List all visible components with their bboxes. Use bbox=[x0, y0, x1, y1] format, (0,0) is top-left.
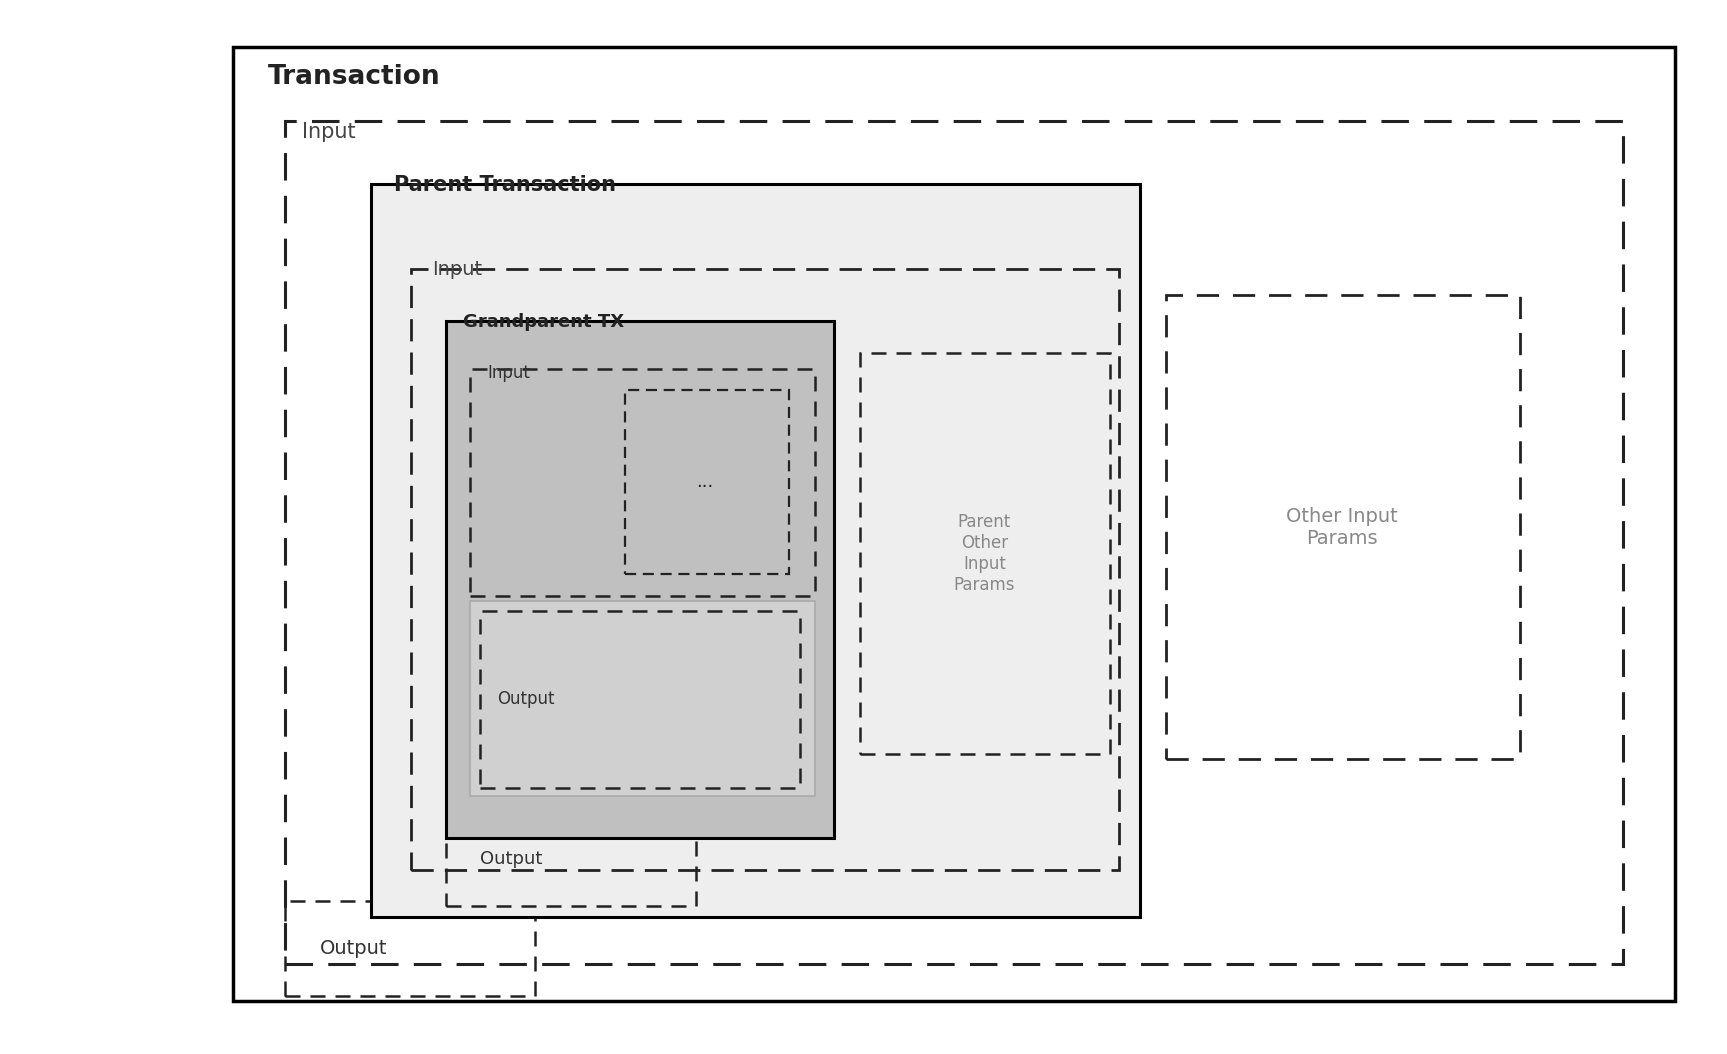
Text: Input: Input bbox=[302, 122, 356, 142]
Text: Parent Transaction: Parent Transaction bbox=[394, 175, 617, 195]
Text: Input: Input bbox=[432, 260, 482, 279]
Text: Input: Input bbox=[487, 364, 530, 382]
Text: Grandparent TX: Grandparent TX bbox=[463, 313, 623, 331]
Text: Other Input
Params: Other Input Params bbox=[1287, 507, 1397, 547]
Text: Parent
Other
Input
Params: Parent Other Input Params bbox=[953, 513, 1015, 593]
FancyBboxPatch shape bbox=[446, 321, 834, 838]
Text: Transaction: Transaction bbox=[268, 63, 440, 90]
Text: ...: ... bbox=[696, 472, 713, 491]
Text: Output: Output bbox=[497, 689, 554, 708]
Text: Output: Output bbox=[319, 939, 387, 958]
FancyBboxPatch shape bbox=[371, 184, 1140, 917]
FancyBboxPatch shape bbox=[470, 601, 815, 796]
FancyBboxPatch shape bbox=[233, 47, 1675, 1001]
Text: Output: Output bbox=[480, 850, 542, 868]
